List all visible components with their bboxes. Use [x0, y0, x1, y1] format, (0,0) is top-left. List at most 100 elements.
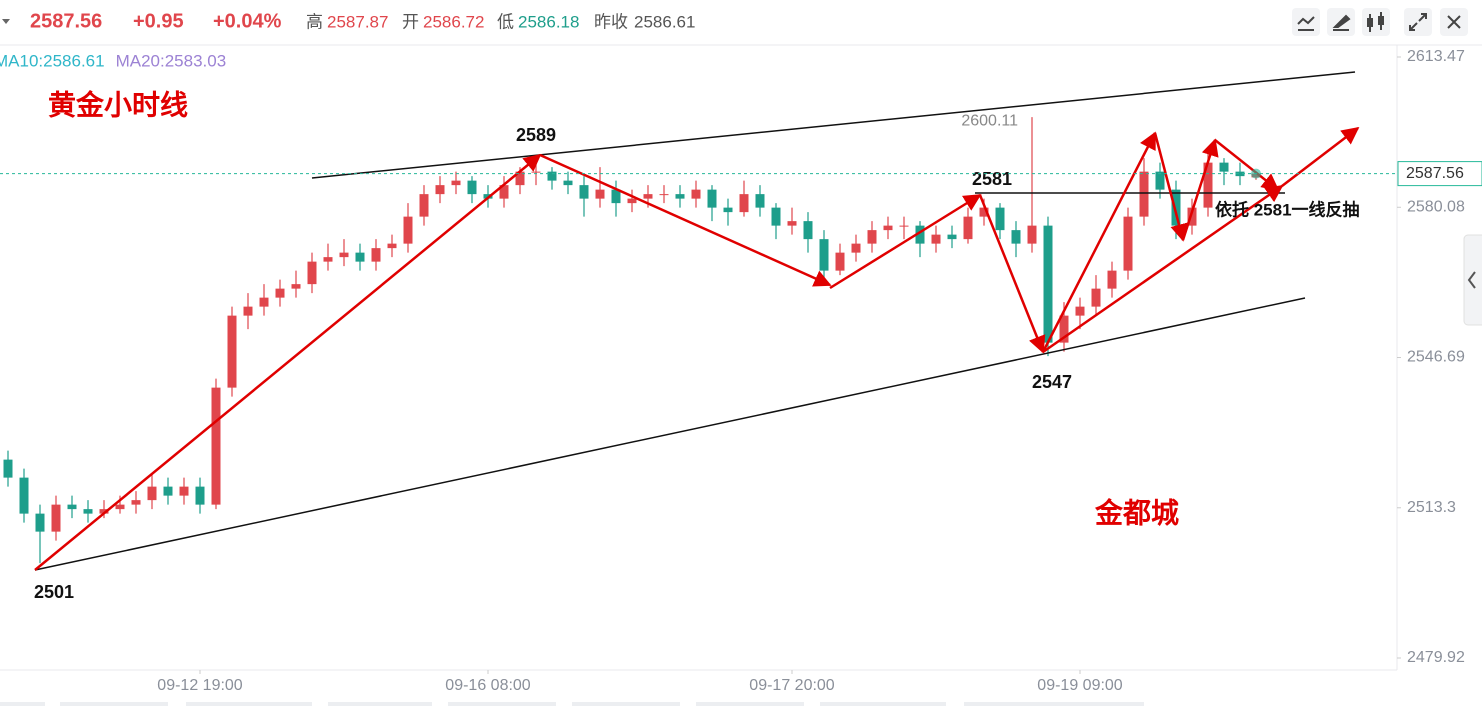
plot-area	[3, 117, 1261, 564]
y-tick-label: 2513.3	[1407, 499, 1456, 516]
candle-body	[1091, 288, 1101, 307]
candle-body	[435, 185, 445, 195]
candle-body	[835, 252, 845, 271]
chart-title: 黄金小时线	[48, 89, 188, 122]
candle-body	[83, 509, 93, 514]
dropdown-icon[interactable]	[2, 19, 10, 24]
candle-body	[499, 185, 509, 199]
x-tick-label: 09-12 19:00	[157, 677, 243, 694]
candle-body	[259, 297, 269, 307]
arrow	[1181, 138, 1219, 241]
price-change-pct: +0.04%	[213, 10, 282, 32]
candle-body	[403, 216, 413, 244]
candle-body	[1203, 162, 1213, 208]
candle-body	[1155, 171, 1165, 190]
y-tick-label: 2580.08	[1407, 198, 1465, 215]
tool-button[interactable]	[1362, 8, 1390, 36]
candle-body	[979, 207, 989, 217]
last-price-dot	[1251, 168, 1261, 179]
candle-body	[595, 189, 605, 199]
candle-body	[579, 185, 589, 199]
candle-body	[915, 225, 925, 244]
low-value: 2586.18	[518, 12, 579, 31]
ma-label: MA20:2583.03	[116, 51, 227, 70]
candle-body	[883, 225, 893, 231]
candle-body	[691, 189, 701, 199]
candle-body	[307, 261, 317, 285]
price-change: +0.95	[133, 10, 184, 32]
candle-body	[867, 230, 877, 244]
candle-body	[115, 504, 125, 510]
candle-body	[563, 180, 573, 186]
candle-body	[787, 221, 797, 226]
wave-arrows	[34, 126, 1360, 571]
side-panel-toggle[interactable]	[1463, 234, 1482, 326]
candle-body	[1107, 270, 1117, 289]
candle-body	[1187, 207, 1197, 226]
candle-body	[51, 504, 61, 532]
channel-bottom	[34, 297, 1306, 571]
candle-body	[291, 284, 301, 289]
tool-button[interactable]	[1404, 8, 1432, 36]
candle-body	[995, 207, 1005, 231]
annotation: 2547	[1032, 372, 1072, 392]
x-tick-label: 09-16 08:00	[445, 677, 531, 694]
candle-body	[1027, 225, 1037, 244]
candle-body	[131, 500, 141, 505]
candle-body	[211, 387, 221, 505]
candle-body	[723, 207, 733, 213]
candle-body	[387, 243, 397, 249]
candle-body	[275, 288, 285, 298]
candle-body	[99, 509, 109, 514]
candle-body	[819, 239, 829, 271]
last-price-tag	[1397, 161, 1482, 187]
candle-body	[755, 194, 765, 208]
candle-body	[3, 459, 13, 478]
bottom-tabs	[0, 702, 1144, 706]
toolbar	[1292, 8, 1468, 36]
candle-body	[339, 252, 349, 258]
y-tick-label: 2479.92	[1407, 649, 1465, 666]
candle-body	[659, 194, 669, 196]
candle-body	[1139, 171, 1149, 217]
open-label: 开	[402, 12, 419, 31]
arrow	[1153, 132, 1188, 242]
candle-body	[547, 171, 557, 181]
arrow	[978, 194, 1046, 354]
candle-body	[803, 221, 813, 240]
annotation: 依托 2581一线反抽	[1215, 199, 1360, 219]
candle-body	[163, 486, 173, 496]
candle-body	[1171, 189, 1181, 226]
candle-body	[707, 189, 717, 208]
candle-body	[643, 194, 653, 199]
watermark: 金都城	[1094, 497, 1179, 530]
annotation: 2589	[516, 125, 556, 145]
y-tick-label: 2546.69	[1407, 349, 1465, 366]
x-tick-label: 09-17 20:00	[749, 677, 835, 694]
arrow	[1281, 126, 1360, 187]
candle-body	[947, 234, 957, 240]
prev-close-label: 昨收	[594, 12, 628, 31]
annotation: 2501	[34, 582, 74, 602]
high-label: 高	[306, 12, 323, 31]
arrow	[829, 193, 982, 290]
candle-body	[851, 243, 861, 253]
candle-body	[451, 180, 461, 186]
arrow	[1214, 139, 1280, 192]
arrow	[1042, 184, 1284, 354]
candle-body	[1011, 230, 1021, 244]
last-price: 2587.56	[30, 10, 102, 32]
candle-body	[1075, 306, 1085, 316]
channel-top	[311, 71, 1356, 179]
arrow	[1041, 131, 1157, 353]
arrow	[34, 153, 542, 571]
candle-body	[243, 306, 253, 316]
candle-body	[67, 504, 77, 510]
last-price-tag-label: 2587.56	[1406, 165, 1464, 182]
candle-body	[19, 477, 29, 514]
candle-body	[419, 194, 429, 217]
candle-body	[739, 194, 749, 213]
candle-body	[931, 234, 941, 244]
